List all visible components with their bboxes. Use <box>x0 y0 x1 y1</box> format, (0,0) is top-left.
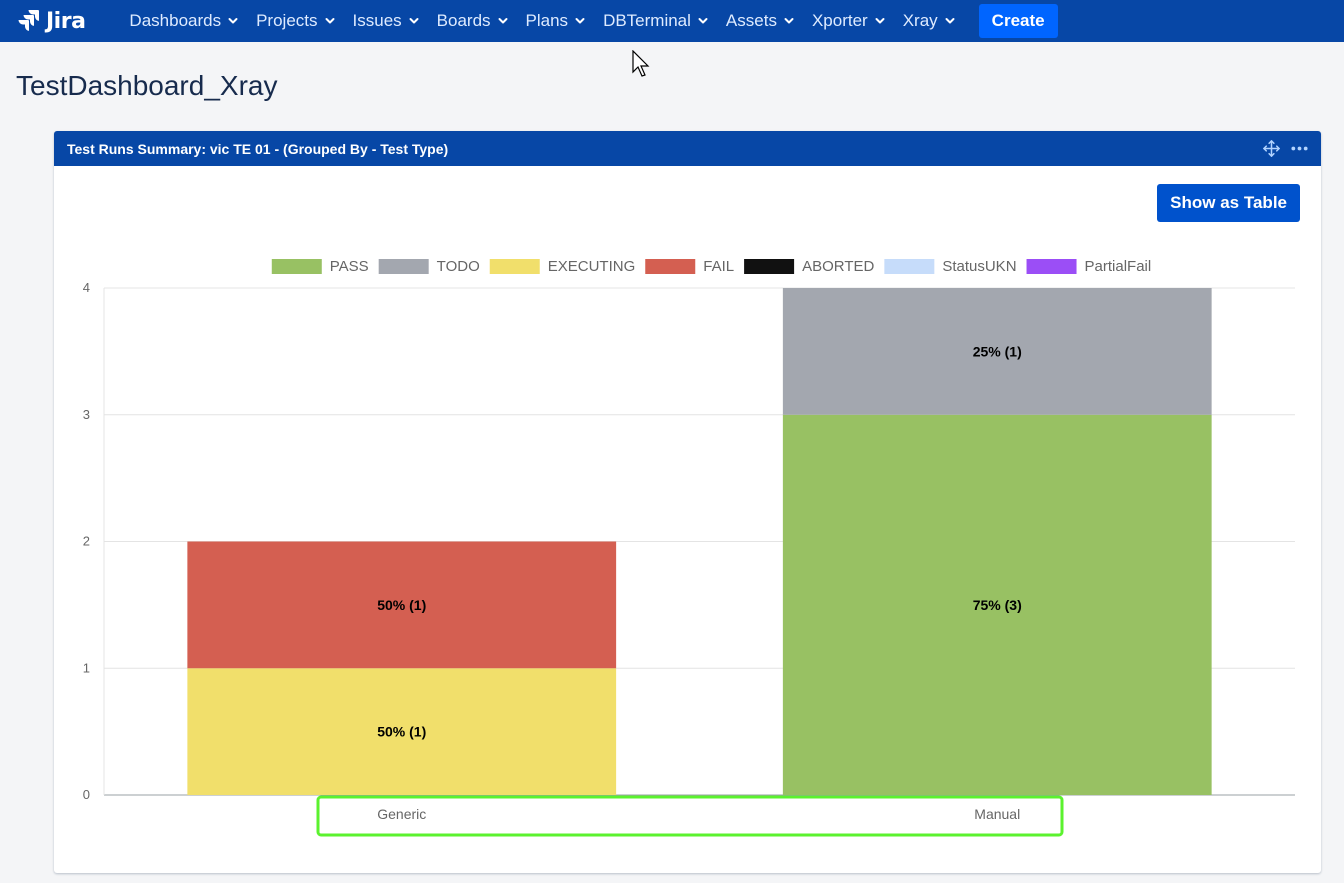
more-options-icon[interactable] <box>1290 139 1309 158</box>
page-title: TestDashboard_Xray <box>16 70 278 101</box>
x-axis-highlight-box <box>316 795 1064 837</box>
nav-plans[interactable]: Plans <box>518 0 594 42</box>
bar-segment-pass <box>782 414 1212 795</box>
top-navigation-bar: Jira Dashboards Projects Issues Boards Plans… <box>0 0 1344 42</box>
nav-assets[interactable]: Assets <box>718 0 802 42</box>
x-tick-label: Manual <box>974 806 1020 822</box>
bar-segment-todo <box>782 288 1212 415</box>
mouse-cursor-icon <box>632 50 650 77</box>
bar-segment-fail <box>187 541 617 669</box>
chevron-down-icon <box>498 18 508 24</box>
nav-boards[interactable]: Boards <box>429 0 516 42</box>
stacked-bar-chart: 0 1 2 3 4 50% (1) 50% (1) Generic 75% (3) 25% (1)… <box>83 258 1295 837</box>
x-tick-label: Generic <box>377 806 426 822</box>
chevron-down-icon <box>698 18 708 24</box>
y-tick-label: 4 <box>83 280 90 295</box>
chevron-down-icon <box>945 18 955 24</box>
chevron-down-icon <box>784 18 794 24</box>
move-icon[interactable] <box>1262 139 1281 158</box>
legend-swatch-todo <box>378 259 429 274</box>
legend-label: EXECUTING <box>548 258 636 275</box>
legend-swatch-fail <box>645 259 696 274</box>
nav-dbterminal[interactable]: DBTerminal <box>595 0 716 42</box>
data-label: 50% (1) <box>377 597 426 613</box>
chevron-down-icon <box>575 18 585 24</box>
nav-item-label: Plans <box>525 11 569 30</box>
chevron-down-icon <box>409 18 419 24</box>
nav-item-label: Xray <box>902 11 938 30</box>
nav-xray[interactable]: Xray <box>895 0 963 42</box>
legend-label: PartialFail <box>1085 258 1152 275</box>
data-label: 50% (1) <box>377 724 426 740</box>
nav-item-label: DBTerminal <box>603 11 691 30</box>
gadget-header: Test Runs Summary: vic TE 01 - (Grouped … <box>54 131 1321 166</box>
nav-issues[interactable]: Issues <box>345 0 427 42</box>
show-as-table-button[interactable]: Show as Table <box>1157 184 1300 222</box>
chevron-down-icon <box>875 18 885 24</box>
bar-segment-executing <box>187 668 617 795</box>
nav-item-label: Issues <box>352 11 402 30</box>
nav-xporter[interactable]: Xporter <box>804 0 893 42</box>
nav-dashboards[interactable]: Dashboards <box>121 0 246 42</box>
chevron-down-icon <box>228 18 238 24</box>
nav-item-label: Assets <box>725 11 777 30</box>
jira-logo[interactable]: Jira <box>16 8 86 34</box>
data-label: 75% (3) <box>973 597 1022 613</box>
legend-swatch-pass <box>271 259 322 274</box>
gadget-title: Test Runs Summary: vic TE 01 - (Grouped … <box>67 140 449 157</box>
legend-label: StatusUKN <box>942 258 1016 275</box>
legend-label: FAIL <box>703 258 734 275</box>
jira-logo-text: Jira <box>46 8 86 34</box>
y-tick-label: 0 <box>83 787 90 802</box>
create-button[interactable]: Create <box>978 4 1058 38</box>
y-tick-label: 2 <box>83 534 90 549</box>
legend-swatch-aborted <box>744 259 795 274</box>
jira-logo-icon <box>18 10 39 31</box>
legend-label: TODO <box>437 258 480 275</box>
legend-label: PASS <box>330 258 369 275</box>
legend-label: ABORTED <box>802 258 874 275</box>
nav-item-label: Projects <box>256 11 318 30</box>
nav-item-label: Boards <box>436 11 491 30</box>
nav-projects[interactable]: Projects <box>248 0 342 42</box>
data-label: 25% (1) <box>973 343 1022 359</box>
y-tick-label: 3 <box>83 407 90 422</box>
legend-swatch-partialfail <box>1026 259 1077 274</box>
test-runs-summary-gadget: Test Runs Summary: vic TE 01 - (Grouped … <box>54 131 1321 873</box>
chevron-down-icon <box>325 18 335 24</box>
nav-item-label: Xporter <box>811 11 868 30</box>
legend-swatch-statusukn <box>884 259 935 274</box>
y-tick-label: 1 <box>83 660 90 675</box>
nav-item-label: Dashboards <box>129 11 222 30</box>
legend-swatch-executing <box>489 259 540 274</box>
